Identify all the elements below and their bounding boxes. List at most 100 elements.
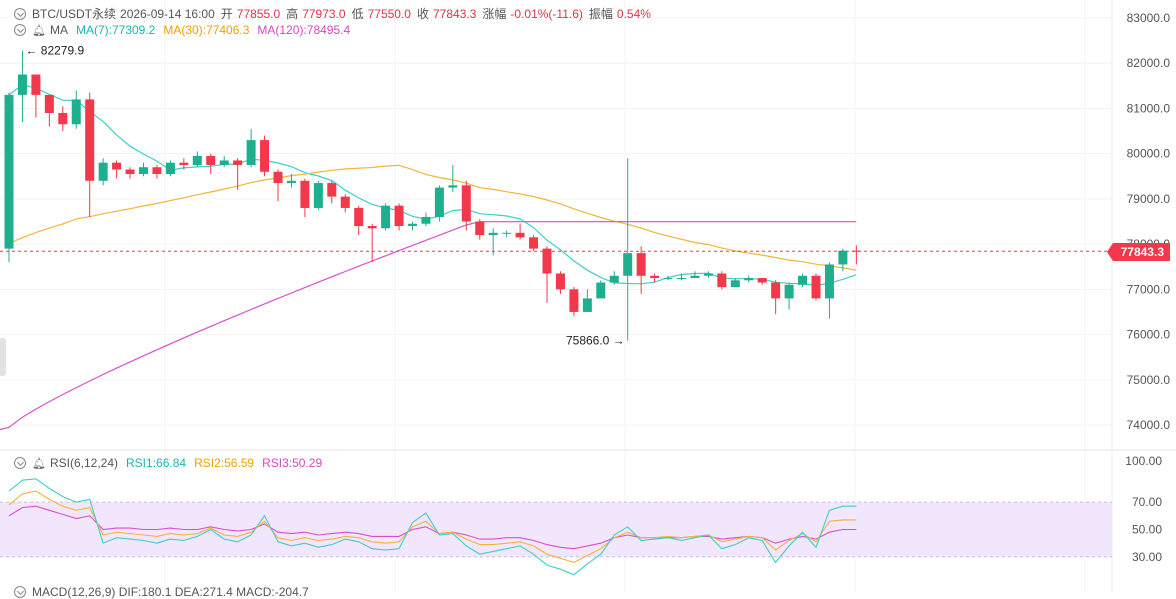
moving-average-lines [0, 84, 857, 431]
candle-body [246, 140, 256, 165]
price-tick-label: 79000.0 [1127, 192, 1171, 206]
candle-body [367, 226, 377, 229]
bell-icon[interactable]: 🔔︎ [32, 457, 46, 470]
collapse-chevron-icon[interactable] [14, 457, 26, 469]
ma7-value: MA(7):77309.2 [75, 23, 156, 37]
price-tick-label: 74000.0 [1127, 418, 1171, 432]
candle-body [582, 298, 592, 312]
rsi-line-rsi1 [8, 478, 857, 576]
rsi-panel [0, 478, 1112, 576]
candle-body [448, 185, 458, 188]
price-axis: 83000.082000.081000.080000.079000.078000… [1125, 11, 1170, 564]
candle-body [636, 253, 646, 276]
macd-label: MACD(12,26,9) DIF:180.1 DEA:271.4 MACD:-… [32, 585, 309, 599]
candle-body [165, 162, 175, 175]
panel-resize-handle[interactable] [0, 338, 6, 376]
candle-body [461, 185, 471, 222]
rsi-tick-label: 100.00 [1125, 454, 1162, 468]
ma-legend: 🔔︎ MA MA(7):77309.2 MA(30):77406.3 MA(12… [14, 23, 354, 37]
rsi-tick-label: 50.00 [1132, 523, 1162, 537]
candle-body [623, 253, 633, 276]
candle-body [394, 205, 404, 227]
candle-body [569, 289, 579, 312]
candle-body [71, 99, 81, 125]
rsi-tick-label: 70.00 [1132, 495, 1162, 509]
change-label: 涨幅 [482, 7, 507, 21]
collapse-chevron-icon[interactable] [14, 586, 26, 598]
open-value: 77855.0 [236, 6, 281, 21]
candle-body [206, 155, 216, 165]
close-value: 77843.3 [433, 6, 477, 21]
candle-body [529, 237, 539, 249]
ohlc-header: BTC/USDT永续 2026-09-14 16:00 开 77855.0 高 … [14, 5, 655, 22]
candle-body [98, 162, 108, 181]
ma120-line [0, 221, 857, 431]
price-tick-label: 81000.0 [1127, 101, 1171, 115]
rsi-tick-label: 30.00 [1132, 550, 1162, 564]
price-tick-label: 80000.0 [1127, 147, 1171, 161]
candle-body [542, 248, 552, 274]
candle-body [260, 140, 270, 172]
low-label: 低 [351, 7, 364, 21]
price-tick-label: 77000.0 [1127, 282, 1171, 296]
low-value: 77550.0 [367, 6, 411, 21]
candle-body [17, 74, 27, 95]
collapse-chevron-icon[interactable] [14, 24, 26, 36]
high-marker: ← 82279.9 [25, 44, 84, 58]
candle-body [300, 180, 310, 208]
candle-body [152, 167, 162, 175]
change-value: -0.01%(-11.6) [510, 6, 583, 21]
price-tick-label: 76000.0 [1127, 328, 1171, 342]
candle-body [125, 169, 135, 175]
candle-body [663, 278, 673, 280]
candle-body [179, 162, 189, 165]
rsi-label: RSI(6,12,24) [49, 456, 119, 470]
candle-body [421, 216, 431, 224]
candle-body [703, 273, 713, 276]
rsi3-value: RSI3:50.29 [262, 456, 323, 470]
candle-body [650, 275, 660, 279]
amplitude-label: 振幅 [588, 7, 613, 21]
candle-body [798, 275, 808, 285]
close-label: 收 [416, 7, 429, 21]
candle-body [475, 221, 485, 236]
rsi-band [0, 502, 1112, 557]
chart-annotations: ← 82279.9 75866.0 → [0, 44, 1112, 348]
current-price-tag: 77843.3 [1106, 243, 1170, 261]
candle-body [744, 278, 754, 281]
symbol-label: BTC/USDT永续 [32, 7, 117, 21]
macd-legend: MACD(12,26,9) DIF:180.1 DEA:271.4 MACD:-… [14, 585, 313, 599]
bell-icon[interactable]: 🔔︎ [32, 24, 46, 37]
candle-body [233, 160, 243, 165]
amplitude-value: 0.54% [616, 6, 651, 21]
candlestick-series [4, 50, 861, 341]
candle-body [44, 94, 54, 113]
open-label: 开 [220, 7, 233, 21]
rsi-line-rsi2 [8, 490, 857, 563]
candle-body [286, 180, 296, 184]
price-tick-label: 83000.0 [1127, 11, 1171, 25]
rsi2-value: RSI2:56.59 [194, 456, 255, 470]
ma30-value: MA(30):77406.3 [163, 23, 250, 37]
candle-body [139, 167, 148, 175]
candle-body [340, 196, 350, 208]
candle-body [824, 264, 834, 299]
ma-label: MA [49, 23, 68, 37]
candle-body [488, 232, 498, 236]
candle-body [811, 275, 821, 299]
candle-body [690, 275, 700, 279]
candle-body [609, 275, 619, 283]
candle-body [4, 94, 14, 249]
candle-body [408, 223, 417, 227]
candle-body [717, 273, 727, 288]
candle-body [354, 207, 364, 227]
rsi-line-rsi3 [8, 505, 857, 550]
collapse-chevron-icon[interactable] [14, 7, 26, 20]
candle-body [434, 187, 444, 217]
high-value: 77973.0 [302, 6, 346, 21]
high-label: 高 [286, 7, 299, 21]
candle-body [273, 171, 283, 184]
candle-body [112, 162, 122, 170]
